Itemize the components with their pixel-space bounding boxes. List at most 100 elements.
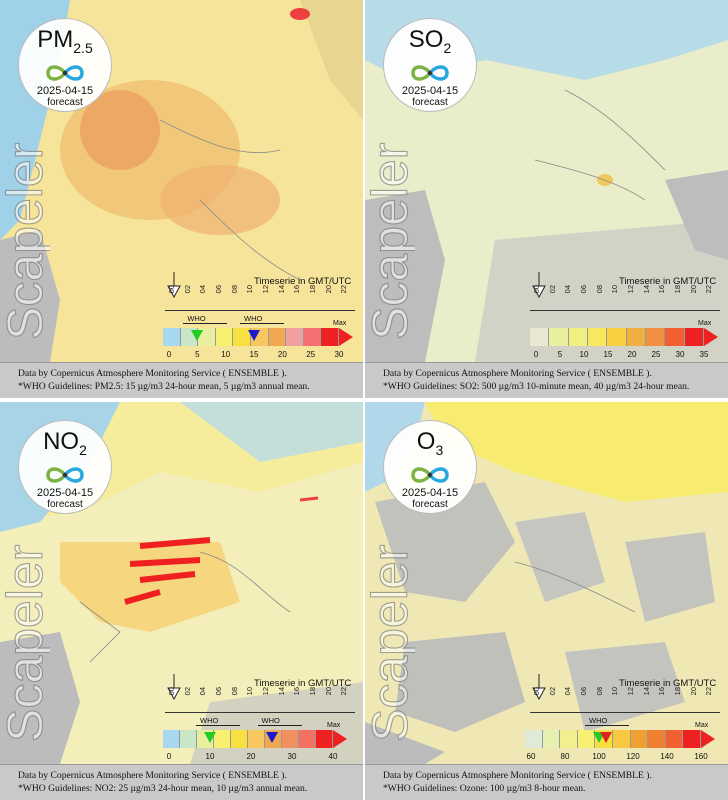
hour-label[interactable]: 00 bbox=[167, 687, 176, 696]
footer: Data by Copernicus Atmosphere Monitoring… bbox=[0, 362, 363, 398]
color-scale: Max 0 5 10 15 20 25 30 35 bbox=[530, 314, 718, 360]
hour-label[interactable]: 02 bbox=[547, 285, 557, 294]
hour-label[interactable]: 02 bbox=[547, 687, 557, 696]
scale-swatch bbox=[684, 328, 704, 346]
hour-label[interactable]: 06 bbox=[579, 687, 588, 696]
map-o3 bbox=[365, 402, 728, 764]
timeline-axis bbox=[530, 310, 720, 311]
footer-who: *WHO Guidelines: PM2.5: 15 µg/m3 24-hour… bbox=[18, 381, 310, 392]
scale-bar bbox=[525, 730, 701, 748]
hour-label[interactable]: 16 bbox=[292, 285, 302, 294]
hour-label[interactable]: 04 bbox=[198, 687, 208, 696]
hour-label[interactable]: 12 bbox=[626, 285, 635, 294]
hour-label[interactable]: 18 bbox=[308, 285, 317, 294]
scale-tick-label: 40 bbox=[328, 752, 338, 761]
scale-max-arrow-icon bbox=[701, 730, 715, 748]
scale-swatch bbox=[321, 328, 339, 346]
hour-label[interactable]: 00 bbox=[532, 687, 541, 696]
scale-swatch bbox=[163, 730, 180, 748]
svg-text:Scapeler: Scapeler bbox=[2, 143, 50, 340]
scale-tick-label: 0 bbox=[166, 752, 172, 761]
hour-label[interactable]: 06 bbox=[214, 285, 223, 294]
hour-labels: 00 02 04 06 08 10 12 14 16 18 20 22 bbox=[530, 687, 726, 713]
footer: Data by Copernicus Atmosphere Monitoring… bbox=[365, 362, 728, 398]
scapeler-watermark: Scapeler bbox=[367, 544, 415, 742]
scale-swatch bbox=[214, 730, 231, 748]
scale-tick-label: 120 bbox=[626, 752, 640, 761]
pollutant-badge: PM2.5 2025-04-15 forecast bbox=[18, 18, 112, 112]
scale-tick-label: 35 bbox=[699, 350, 709, 359]
who-marker-icon bbox=[599, 732, 612, 743]
forecast-label: forecast bbox=[412, 96, 448, 108]
hour-label[interactable]: 00 bbox=[532, 285, 541, 294]
hour-label[interactable]: 14 bbox=[641, 285, 651, 294]
hour-label[interactable]: 18 bbox=[308, 687, 317, 696]
scale-swatch bbox=[525, 730, 543, 748]
scale-tick-label: 0 bbox=[166, 350, 172, 359]
hour-label[interactable]: 08 bbox=[594, 687, 604, 696]
hour-label[interactable]: 16 bbox=[657, 285, 667, 294]
hour-label[interactable]: 02 bbox=[182, 285, 192, 294]
hour-labels: 00 02 04 06 08 10 12 14 16 18 20 22 bbox=[165, 285, 361, 311]
scale-tick-label: 10 bbox=[579, 350, 589, 359]
hour-label[interactable]: 10 bbox=[610, 285, 620, 294]
forecast-label: forecast bbox=[47, 96, 83, 108]
hour-label[interactable]: 12 bbox=[261, 285, 270, 294]
hour-label[interactable]: 18 bbox=[673, 285, 682, 294]
hour-label[interactable]: 22 bbox=[704, 687, 714, 696]
hour-label[interactable]: 22 bbox=[339, 687, 349, 696]
hour-label[interactable]: 10 bbox=[245, 687, 255, 696]
hour-label[interactable]: 08 bbox=[229, 285, 239, 294]
hour-label[interactable]: 16 bbox=[292, 687, 302, 696]
cams-logo-icon bbox=[411, 65, 449, 81]
hour-label[interactable]: 08 bbox=[594, 285, 604, 294]
current-time-arrow-icon[interactable] bbox=[167, 674, 181, 700]
current-time-arrow-icon[interactable] bbox=[532, 674, 546, 700]
hour-label[interactable]: 04 bbox=[198, 285, 208, 294]
scale-tick-label: 5 bbox=[195, 350, 200, 359]
hour-label[interactable]: 10 bbox=[245, 285, 255, 294]
hour-label[interactable]: 12 bbox=[261, 687, 270, 696]
hour-label[interactable]: 18 bbox=[673, 687, 682, 696]
who-label: WHO bbox=[244, 314, 263, 323]
hour-label[interactable]: 06 bbox=[579, 285, 588, 294]
scale-bar bbox=[530, 328, 704, 346]
hour-label[interactable]: 04 bbox=[563, 687, 573, 696]
footer-source: Data by Copernicus Atmosphere Monitoring… bbox=[383, 368, 652, 379]
forecast-date: 2025-04-15 bbox=[36, 486, 94, 499]
scale-swatch bbox=[215, 328, 234, 346]
hour-label[interactable]: 10 bbox=[610, 687, 620, 696]
hour-label[interactable]: 22 bbox=[704, 285, 714, 294]
hour-label[interactable]: 20 bbox=[323, 687, 333, 696]
cams-logo-icon bbox=[46, 65, 84, 81]
hour-label[interactable]: 04 bbox=[563, 285, 573, 294]
scale-swatch bbox=[648, 730, 666, 748]
hour-label[interactable]: 00 bbox=[167, 285, 176, 294]
footer-source: Data by Copernicus Atmosphere Monitoring… bbox=[383, 770, 652, 781]
hour-label[interactable]: 20 bbox=[323, 285, 333, 294]
hour-label[interactable]: 14 bbox=[276, 285, 286, 294]
hour-label[interactable]: 20 bbox=[688, 285, 698, 294]
hour-label[interactable]: 08 bbox=[229, 687, 239, 696]
scale-max-arrow-icon bbox=[704, 328, 718, 346]
hour-label[interactable]: 16 bbox=[657, 687, 667, 696]
who-line bbox=[585, 725, 629, 726]
hour-label[interactable]: 14 bbox=[641, 687, 651, 696]
footer-who: *WHO Guidelines: Ozone: 100 µg/m3 8-hour… bbox=[383, 783, 586, 794]
who-marker-icon bbox=[204, 732, 216, 743]
hour-label[interactable]: 14 bbox=[276, 687, 286, 696]
scale-swatch bbox=[560, 730, 578, 748]
hour-label[interactable]: 06 bbox=[214, 687, 223, 696]
hour-label[interactable]: 02 bbox=[182, 687, 192, 696]
scale-swatch bbox=[645, 328, 666, 346]
hour-label[interactable]: 12 bbox=[626, 687, 635, 696]
current-time-arrow-icon[interactable] bbox=[532, 272, 546, 298]
scale-swatch bbox=[303, 328, 322, 346]
hour-label[interactable]: 20 bbox=[688, 687, 698, 696]
scale-swatch bbox=[683, 730, 701, 748]
hour-label[interactable]: 22 bbox=[339, 285, 349, 294]
svg-text:Scapeler: Scapeler bbox=[367, 545, 415, 742]
timeline-axis bbox=[530, 712, 720, 713]
forecast-label: forecast bbox=[47, 498, 83, 510]
current-time-arrow-icon[interactable] bbox=[167, 272, 181, 298]
